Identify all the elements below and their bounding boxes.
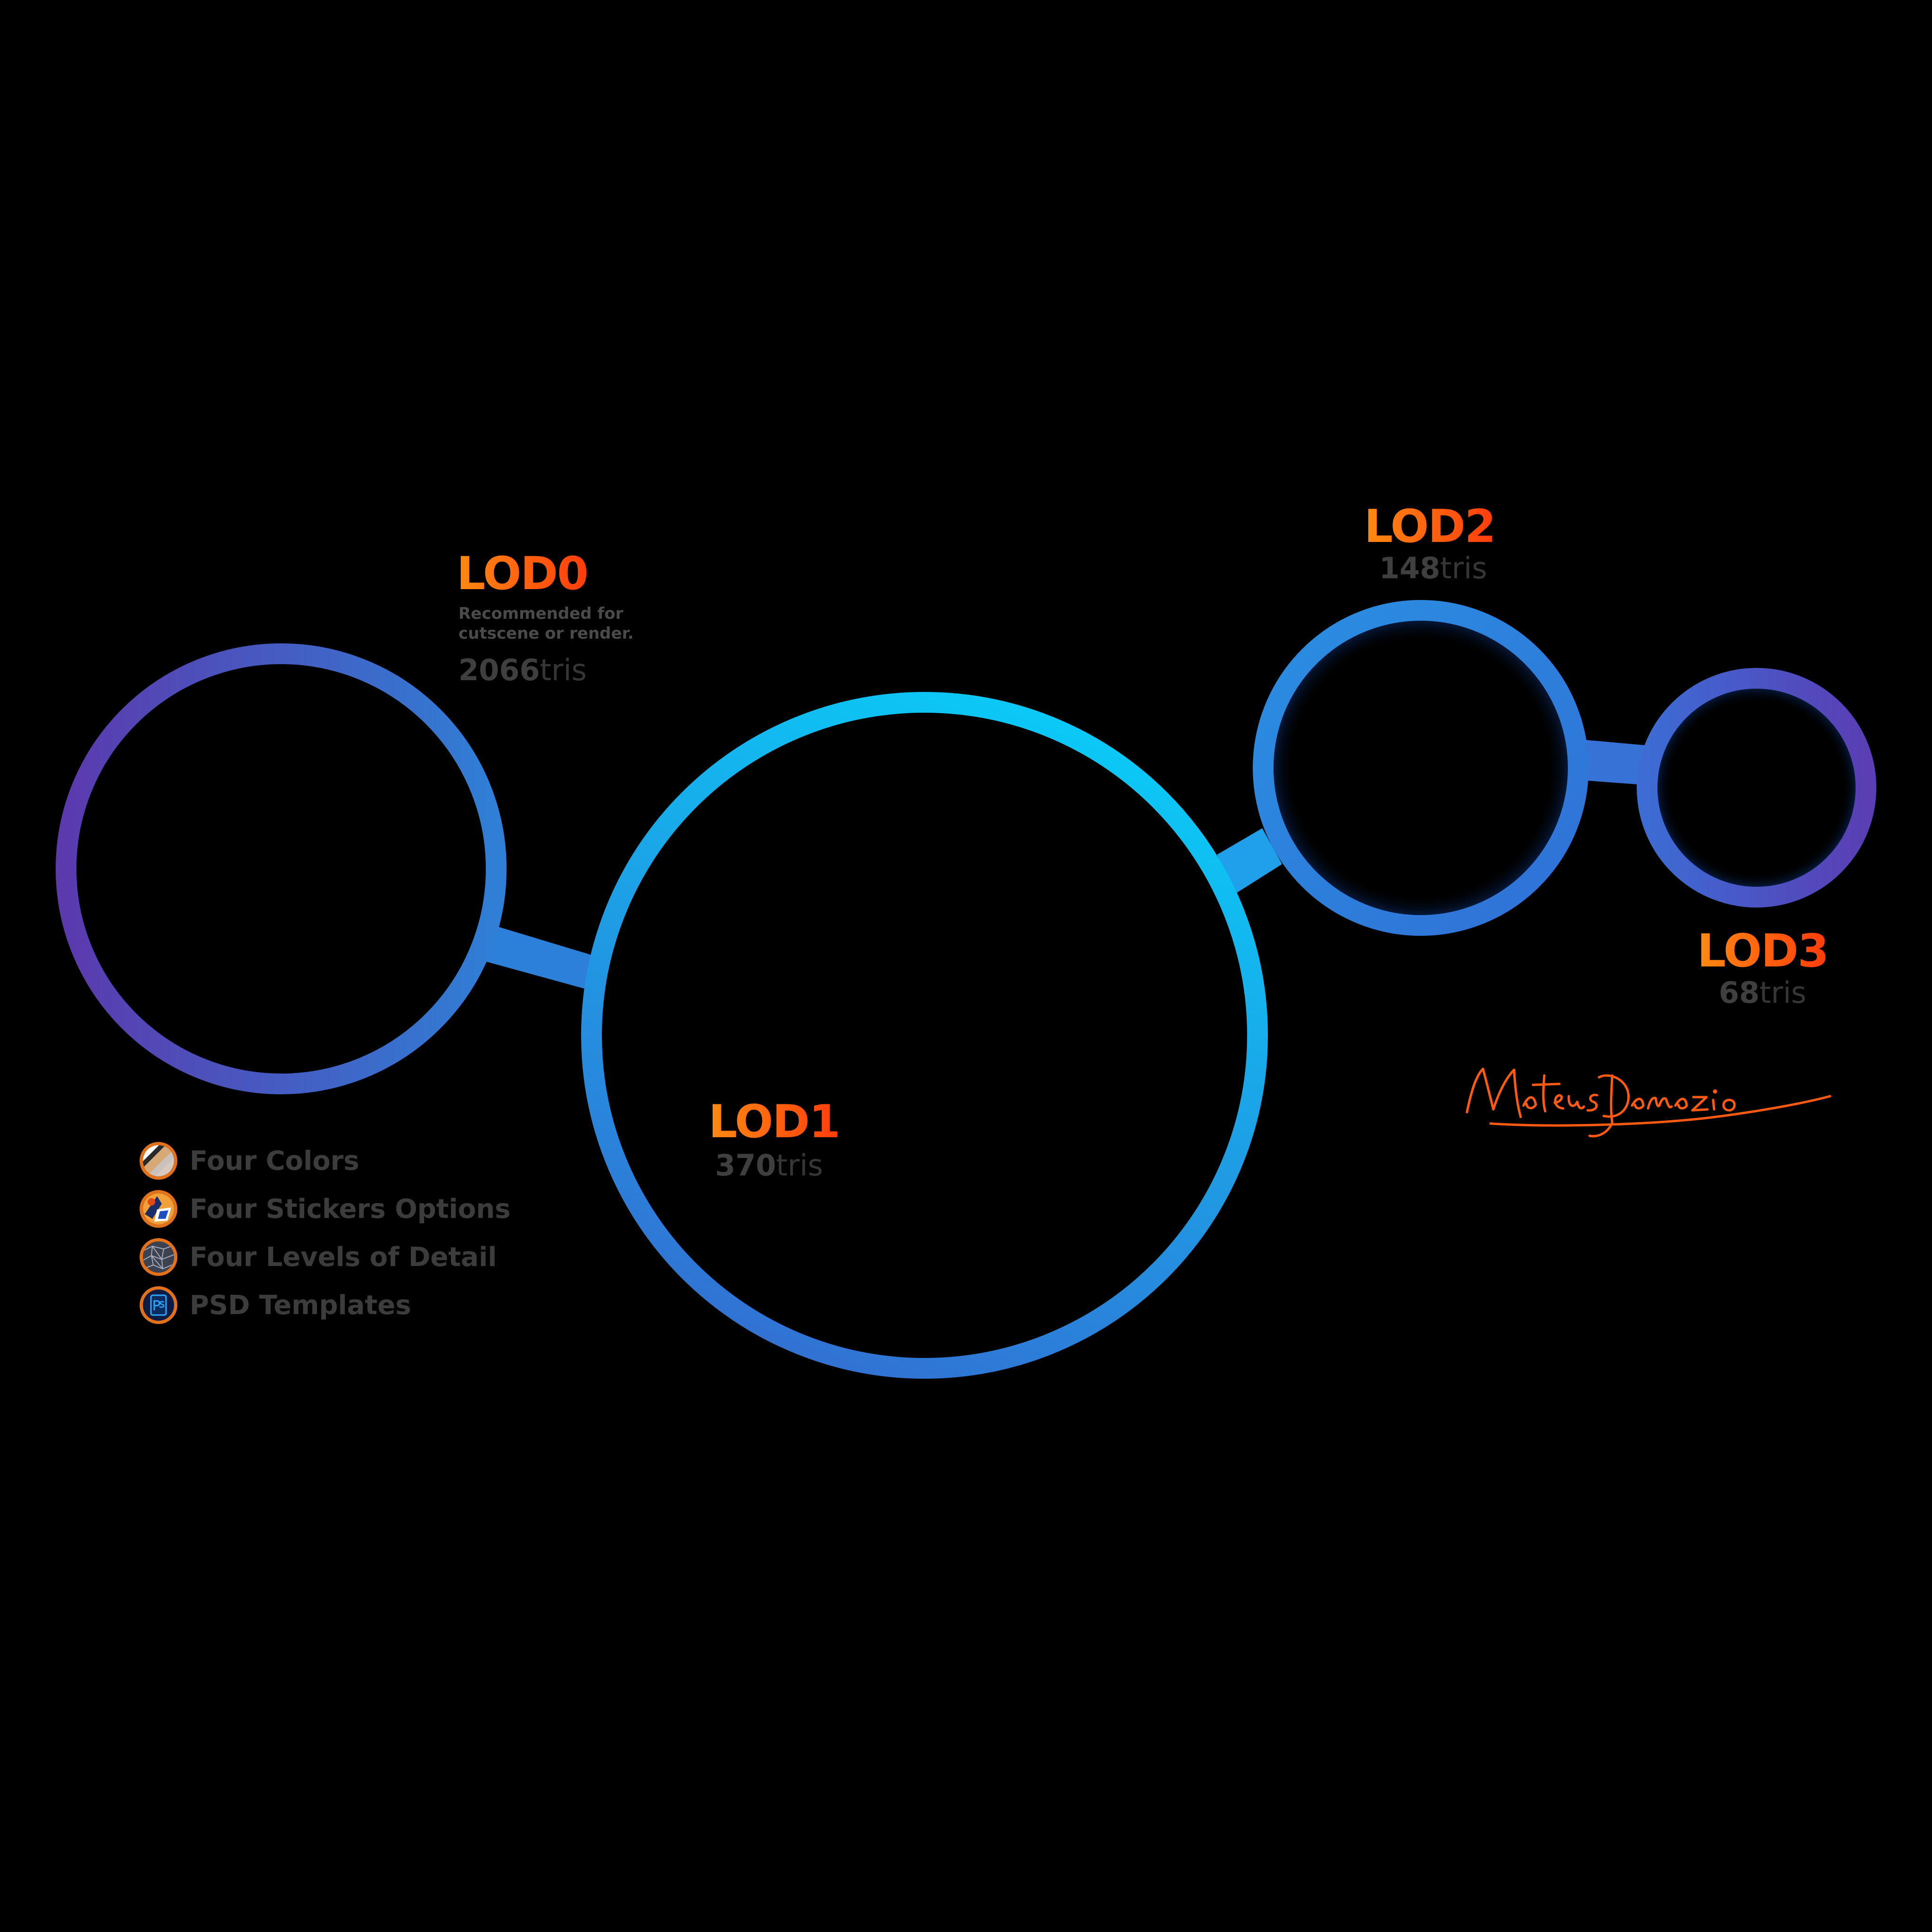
lod3-title: LOD3 [1697, 924, 1829, 977]
feature-label: PSD Templates [190, 1290, 411, 1321]
connector-lod2-lod3 [1581, 740, 1645, 785]
lod1-ring [581, 692, 1268, 1379]
lod3-inner-glow [1657, 689, 1856, 887]
color-swatches-icon [140, 1142, 177, 1180]
lod3-tris-unit: tris [1759, 975, 1807, 1010]
lod2-title: LOD2 [1364, 500, 1496, 553]
lod0-recommendation-note: Recommended for cutscene or render. [458, 604, 675, 643]
lod0-ring [56, 643, 507, 1094]
connector-lod0-lod1 [485, 924, 598, 992]
lod2-tris-count: 148tris [1379, 554, 1487, 583]
feature-item: Four Colors [140, 1137, 510, 1185]
lod2-tris-value: 148 [1379, 551, 1441, 585]
lod1-title: LOD1 [708, 1095, 841, 1148]
feature-list: Four Colors Four Stickers Options [140, 1137, 510, 1329]
lod1-tris-count: 370tris [715, 1151, 823, 1180]
lod0-title: LOD0 [457, 547, 589, 600]
lod1-tris-unit: tris [776, 1148, 823, 1183]
lod0-tris-value: 2066 [458, 653, 540, 687]
feature-item: Four Levels of Detail [140, 1233, 510, 1281]
lod3-tris-count: 68tris [1719, 978, 1807, 1008]
lod1-tris-value: 370 [715, 1148, 776, 1183]
feature-label: Four Colors [190, 1145, 359, 1176]
lod0-tris-count: 2066tris [458, 656, 587, 685]
connector-lod1-lod2 [1217, 828, 1282, 893]
lod2-inner-glow [1274, 621, 1568, 915]
lod0-note-line1: Recommended for [458, 604, 624, 623]
feature-item: PSD Templates [140, 1281, 510, 1329]
feature-label: Four Levels of Detail [190, 1241, 497, 1273]
feature-label: Four Stickers Options [190, 1193, 511, 1224]
wireframe-icon [140, 1238, 177, 1276]
lod2-tris-unit: tris [1440, 551, 1487, 585]
photoshop-psd-icon [140, 1286, 177, 1324]
lod3-tris-value: 68 [1719, 975, 1760, 1010]
lod0-note-line2: cutscene or render. [458, 624, 634, 643]
author-signature [1466, 1067, 1832, 1138]
lod0-tris-unit: tris [540, 653, 587, 687]
stickers-icon [140, 1190, 177, 1228]
feature-item: Four Stickers Options [140, 1185, 510, 1233]
